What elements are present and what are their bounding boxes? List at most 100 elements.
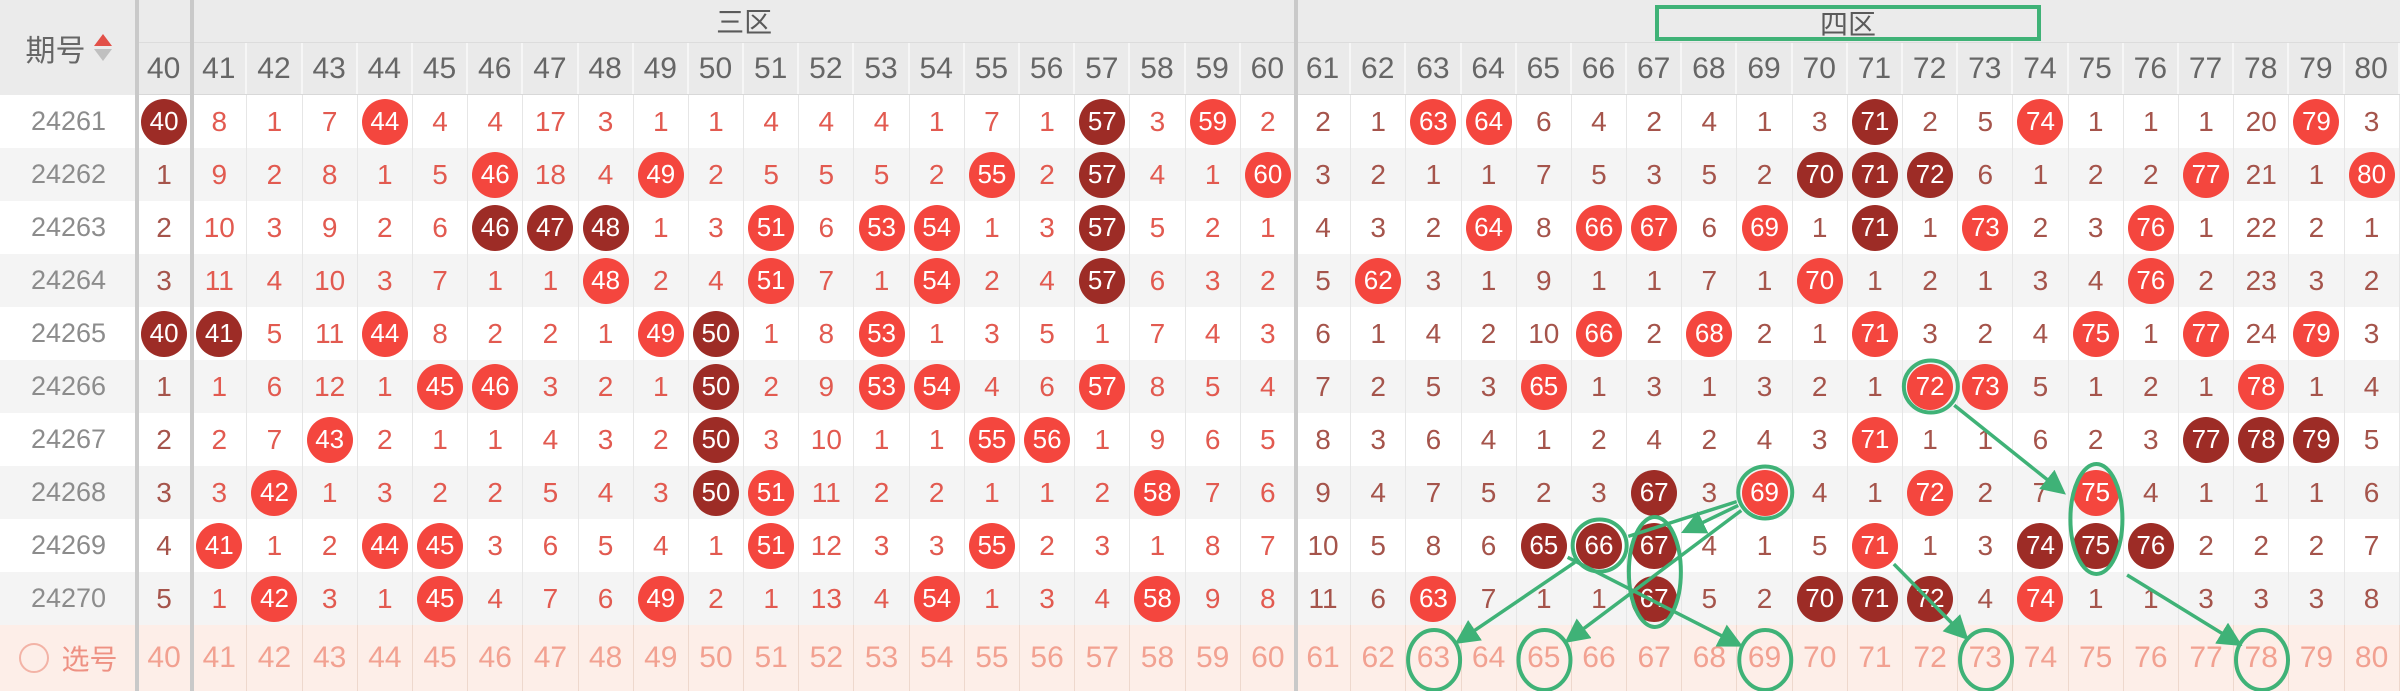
miss-count-cell: 2 xyxy=(634,413,689,466)
pick-number-cell[interactable]: 80 xyxy=(2345,625,2400,691)
pick-number-cell[interactable]: 52 xyxy=(799,625,855,691)
miss-count-cell: 1 xyxy=(247,95,303,148)
miss-count-cell: 1 xyxy=(2124,307,2179,360)
pick-number-cell[interactable]: 48 xyxy=(579,625,634,691)
drawn-cell: 67 xyxy=(1627,466,1683,519)
pick-number-cell[interactable]: 47 xyxy=(523,625,579,691)
column-header: 59 xyxy=(1186,43,1241,94)
pick-number-cell[interactable]: 64 xyxy=(1462,625,1517,691)
miss-count-cell: 4 xyxy=(1130,148,1186,201)
drawn-number-ball: 51 xyxy=(748,522,795,569)
issue-column-header[interactable]: 期号 xyxy=(0,0,137,95)
pick-number-cell[interactable]: 50 xyxy=(689,625,745,691)
pick-number-cell[interactable]: 60 xyxy=(1241,625,1296,691)
pick-number-cell[interactable]: 79 xyxy=(2289,625,2345,691)
miss-count-cell: 1 xyxy=(634,95,689,148)
pick-number-cell[interactable]: 59 xyxy=(1186,625,1241,691)
miss-count-cell: 1 xyxy=(247,519,303,572)
miss-count-cell: 3 xyxy=(1020,201,1076,254)
miss-count-cell: 2 xyxy=(2179,519,2235,572)
issue-cell: 24261 xyxy=(30,106,107,136)
miss-count-cell: 1 xyxy=(689,519,745,572)
miss-count-cell: 24 xyxy=(2234,307,2290,360)
drawn-number-ball: 63 xyxy=(1410,575,1457,622)
miss-count-cell: 2 xyxy=(1020,148,1076,201)
pick-number-cell[interactable]: 66 xyxy=(1572,625,1628,691)
miss-count-cell: 2 xyxy=(744,360,800,413)
miss-count-cell: 3 xyxy=(1130,95,1186,148)
table-row: 24268 3 3 42 1 3 2 2 5 4 3 50 51 11 2 2 1 1 2 58 7 6 9 4 7 5 2 3 67 3… xyxy=(0,466,2400,519)
miss-count-cell: 4 xyxy=(1075,572,1131,625)
miss-count-cell: 1 xyxy=(192,572,248,625)
column-header: 75 xyxy=(2069,43,2124,94)
drawn-cell: 72 xyxy=(1903,148,1959,201)
miss-count-cell: 5 xyxy=(523,466,579,519)
miss-count-cell: 1 xyxy=(910,413,965,466)
pick-number-cell[interactable]: 74 xyxy=(2013,625,2069,691)
pick-number-cell[interactable]: 61 xyxy=(1296,625,1352,691)
pick-number-cell[interactable]: 72 xyxy=(1903,625,1959,691)
column-header: 43 xyxy=(303,43,358,94)
miss-count-cell: 18 xyxy=(523,148,579,201)
miss-count-cell: 1 xyxy=(1572,254,1628,307)
pick-number-cell[interactable]: 55 xyxy=(965,625,1020,691)
drawn-cell: 46 xyxy=(468,201,524,254)
pick-number-cell[interactable]: 53 xyxy=(854,625,910,691)
miss-count-cell: 1 xyxy=(2069,572,2124,625)
miss-count-cell: 4 xyxy=(247,254,303,307)
drawn-number-ball: 41 xyxy=(196,522,243,569)
pick-number-cell[interactable]: 73 xyxy=(1958,625,2014,691)
pick-number-cell[interactable]: 68 xyxy=(1682,625,1738,691)
miss-count-cell: 10 xyxy=(192,201,248,254)
drawn-cell: 74 xyxy=(2013,95,2069,148)
pick-number-cell[interactable]: 71 xyxy=(1848,625,1903,691)
drawn-number-ball: 51 xyxy=(748,257,795,304)
pick-number-cell[interactable]: 54 xyxy=(910,625,965,691)
drawn-number-ball: 63 xyxy=(1410,98,1457,145)
pick-number-cell[interactable]: 75 xyxy=(2069,625,2124,691)
pick-number-cell[interactable]: 69 xyxy=(1737,625,1793,691)
pick-number-cell[interactable]: 62 xyxy=(1351,625,1407,691)
pick-number-cell[interactable]: 63 xyxy=(1406,625,1462,691)
miss-count-cell: 3 xyxy=(2345,307,2400,360)
drawn-cell: 42 xyxy=(247,572,303,625)
pick-number-cell[interactable]: 51 xyxy=(744,625,800,691)
pick-number-cell[interactable]: 56 xyxy=(1020,625,1076,691)
miss-count-cell: 23 xyxy=(2234,254,2290,307)
pick-number-cell[interactable]: 57 xyxy=(1075,625,1131,691)
pick-number-cell[interactable]: 77 xyxy=(2179,625,2235,691)
miss-count-cell: 2 xyxy=(523,307,579,360)
miss-count-cell: 3 xyxy=(2289,572,2345,625)
pick-number-cell[interactable]: 45 xyxy=(413,625,469,691)
column-header: 54 xyxy=(910,43,965,94)
table-row: 24270 5 1 42 3 1 45 4 7 6 49 2 1 13 4 54 1 3 4 58 9 8 11 6 63 7 1 1… xyxy=(0,572,2400,625)
drawn-number-ball: 46 xyxy=(472,151,519,198)
circle-outline-icon[interactable] xyxy=(19,643,50,673)
pick-number-cell[interactable]: 78 xyxy=(2234,625,2290,691)
pick-number-cell[interactable]: 42 xyxy=(247,625,303,691)
sort-icon[interactable] xyxy=(93,34,112,61)
pick-number-cell[interactable]: 46 xyxy=(468,625,524,691)
column-header: 79 xyxy=(2289,43,2345,94)
drawn-number-ball: 71 xyxy=(1851,416,1898,463)
miss-count-cell: 12 xyxy=(303,360,358,413)
pick-number-cell[interactable]: 70 xyxy=(1793,625,1848,691)
pick-number-cell[interactable]: 44 xyxy=(358,625,413,691)
pick-row-label[interactable]: 选号 xyxy=(0,625,137,691)
miss-count-cell: 1 xyxy=(2179,201,2235,254)
miss-count-cell: 5 xyxy=(1793,519,1848,572)
pick-number-cell[interactable]: 41 xyxy=(192,625,248,691)
pick-number-cell[interactable]: 40 xyxy=(137,625,193,691)
pick-number-cell[interactable]: 65 xyxy=(1517,625,1572,691)
miss-count-cell: 7 xyxy=(1296,360,1352,413)
pick-number-cell[interactable]: 43 xyxy=(303,625,358,691)
drawn-cell: 50 xyxy=(689,466,745,519)
pick-number-cell[interactable]: 67 xyxy=(1627,625,1683,691)
miss-count-cell: 1 xyxy=(468,413,524,466)
miss-count-cell: 2 xyxy=(1793,360,1848,413)
pick-number-cell[interactable]: 58 xyxy=(1130,625,1186,691)
miss-count-cell: 5 xyxy=(744,148,800,201)
pick-number-cell[interactable]: 49 xyxy=(634,625,689,691)
pick-number-cell[interactable]: 76 xyxy=(2124,625,2179,691)
miss-count-cell: 5 xyxy=(137,572,193,625)
